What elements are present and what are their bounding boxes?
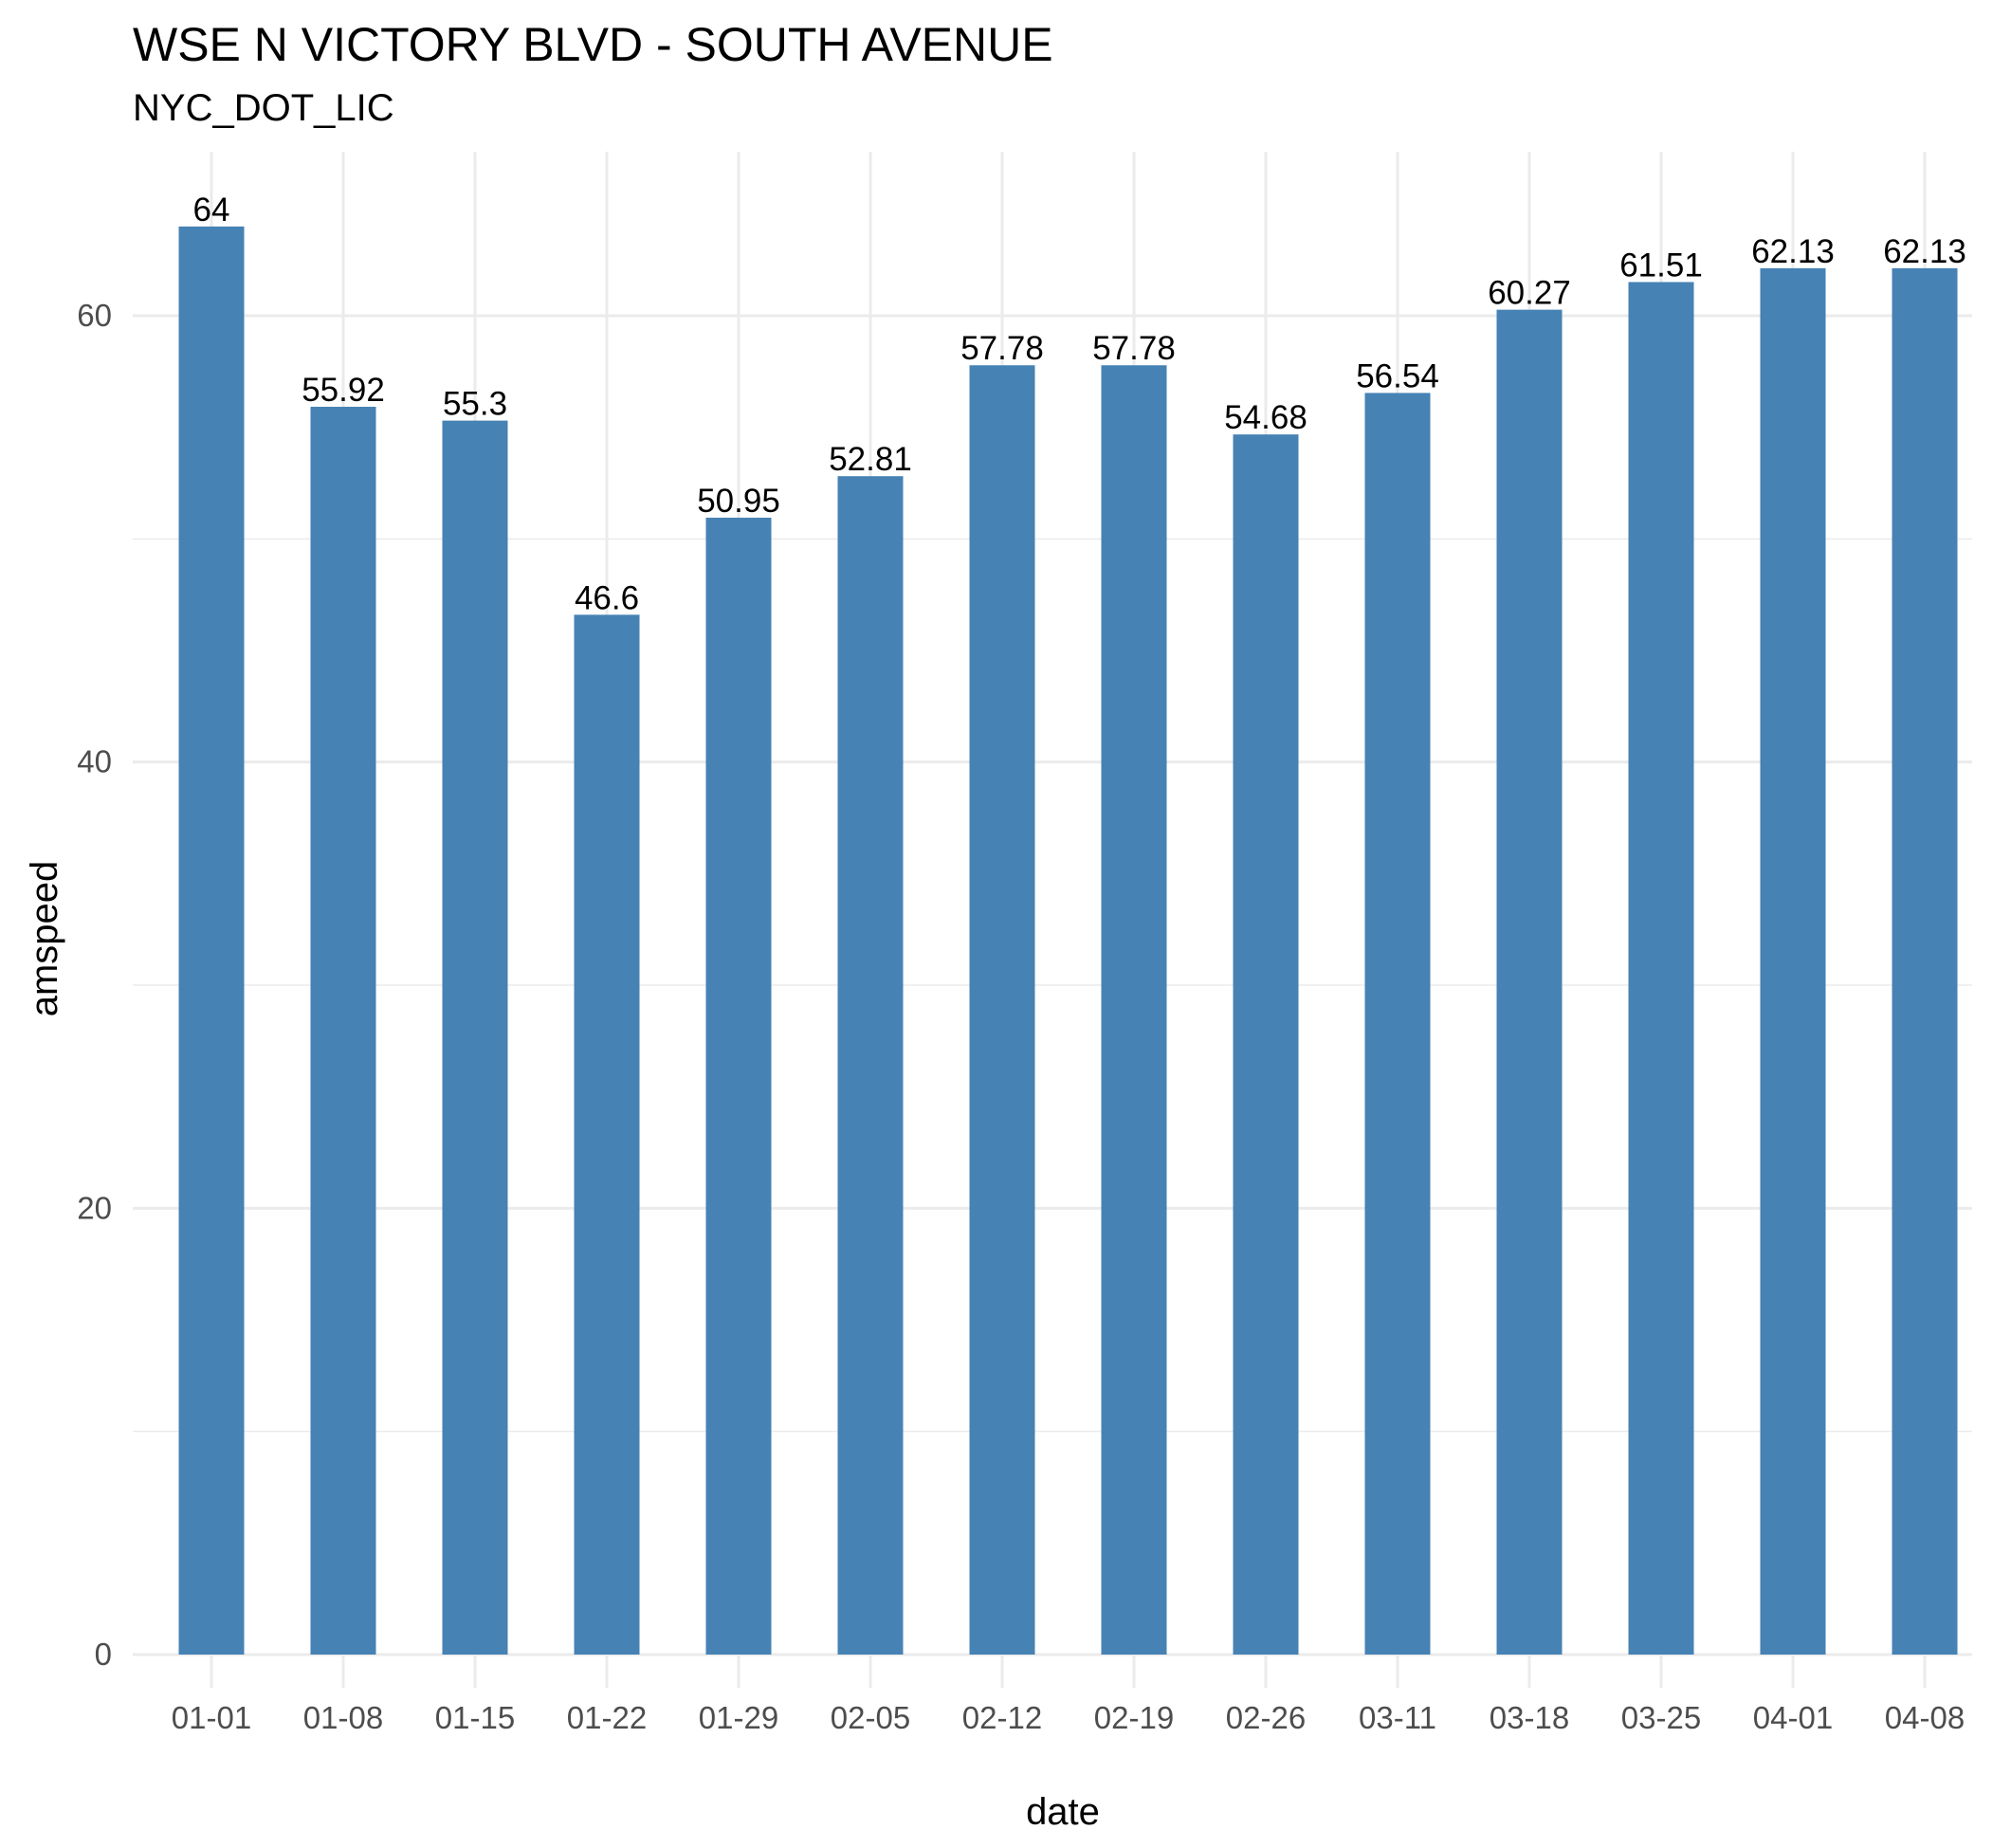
x-tick-label: 02-26 [1226, 1700, 1306, 1735]
x-tick-label: 01-01 [172, 1700, 251, 1735]
bar-01-08 [310, 407, 376, 1655]
chart-subtitle: NYC_DOT_LIC [133, 87, 394, 129]
data-label: 57.78 [1092, 330, 1176, 367]
x-tick-label: 03-18 [1490, 1700, 1569, 1735]
data-label: 61.51 [1619, 247, 1703, 284]
data-label: 50.95 [697, 483, 780, 520]
minor-gridlines [133, 538, 1972, 1433]
data-label: 62.13 [1751, 233, 1835, 270]
bar-04-08 [1892, 267, 1958, 1655]
bar-03-11 [1364, 393, 1431, 1656]
data-label: 60.27 [1488, 275, 1571, 312]
data-label: 52.81 [829, 441, 912, 478]
y-tick-label: 0 [95, 1637, 112, 1672]
x-tick-label: 03-11 [1359, 1700, 1436, 1735]
major-gridlines [133, 152, 1972, 1688]
y-tick-label: 20 [77, 1190, 112, 1225]
x-tick-label: 02-19 [1094, 1700, 1174, 1735]
bar-02-19 [1101, 365, 1167, 1655]
bar-01-15 [442, 420, 508, 1655]
bars [178, 226, 1958, 1656]
data-labels: 64 55.92 55.3 46.6 50.95 52.81 57.78 57.78 54.68… [193, 192, 1966, 616]
bar-01-29 [705, 517, 772, 1655]
data-label: 57.78 [960, 330, 1044, 367]
data-label: 46.6 [575, 579, 639, 616]
bar-01-22 [574, 614, 640, 1655]
data-label: 55.92 [302, 372, 385, 409]
y-tick-label: 40 [77, 744, 112, 779]
y-axis-title: amspeed [24, 861, 65, 1017]
data-label: 64 [193, 192, 230, 229]
data-label: 62.13 [1883, 233, 1966, 270]
data-label: 56.54 [1356, 357, 1439, 394]
bar-02-12 [969, 365, 1035, 1655]
x-tick-label: 01-15 [435, 1700, 515, 1735]
x-tick-label: 02-05 [831, 1700, 910, 1735]
data-label: 54.68 [1224, 399, 1307, 436]
data-label: 55.3 [443, 386, 507, 423]
x-axis-title: date [1026, 1791, 1100, 1833]
x-tick-label: 04-08 [1885, 1700, 1965, 1735]
bar-03-25 [1628, 282, 1694, 1656]
chart-title: WSE N VICTORY BLVD - SOUTH AVENUE [133, 18, 1053, 71]
bar-03-18 [1496, 309, 1563, 1655]
x-tick-label: 01-29 [699, 1700, 778, 1735]
x-tick-label: 02-12 [962, 1700, 1042, 1735]
x-tick-label: 01-22 [567, 1700, 647, 1735]
x-tick-label: 01-08 [303, 1700, 383, 1735]
bar-01-01 [178, 226, 245, 1655]
bar-02-26 [1233, 434, 1299, 1656]
y-axis-ticks: 0 20 40 60 [77, 298, 112, 1672]
bar-04-01 [1760, 267, 1826, 1655]
x-tick-label: 04-01 [1753, 1700, 1833, 1735]
x-axis-ticks: 01-01 01-08 01-15 01-22 01-29 02-05 02-12 02-19… [172, 1700, 1965, 1735]
x-tick-label: 03-25 [1621, 1700, 1701, 1735]
bar-02-05 [837, 476, 904, 1655]
y-tick-label: 60 [77, 298, 112, 333]
